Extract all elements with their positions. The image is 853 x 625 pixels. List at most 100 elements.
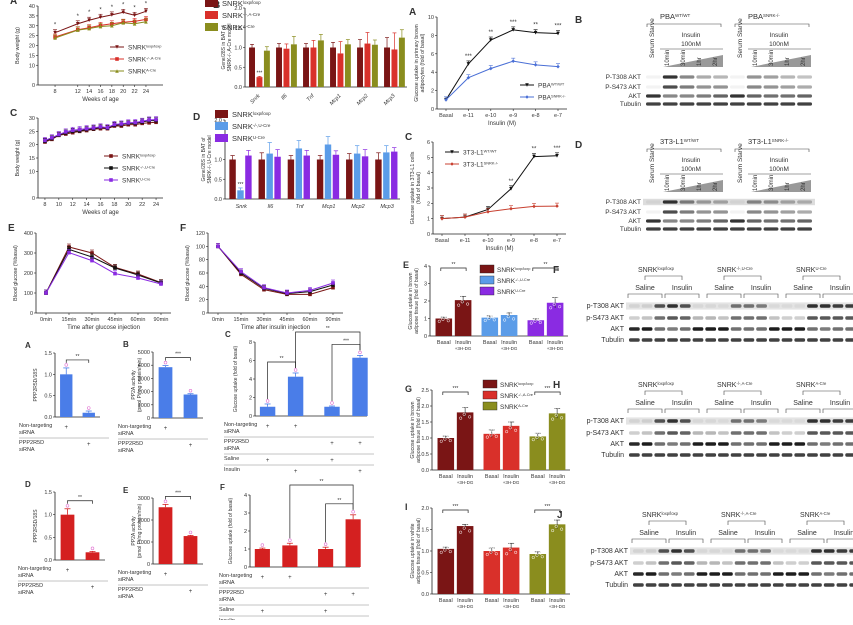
blot-band	[705, 431, 717, 435]
data-point	[558, 305, 562, 309]
legend-swatch	[205, 0, 218, 7]
data-point	[441, 434, 445, 438]
data-point	[466, 302, 470, 306]
blot-band	[734, 583, 746, 587]
y-axis-label: Glucose uptake in white	[410, 523, 416, 578]
blot-row	[646, 75, 812, 79]
y-tick-label: 2000	[138, 518, 150, 524]
x-tick-label: e-7	[553, 238, 561, 244]
data-point	[531, 316, 535, 320]
data-point	[535, 315, 539, 319]
blot-row-label: p-T308 AKT	[587, 303, 625, 310]
blot-band	[730, 419, 742, 423]
significance-mark: ***	[175, 490, 181, 496]
blot-band	[718, 304, 729, 308]
blot-band	[780, 219, 796, 223]
group-label: SNRKloxp/loxp	[638, 266, 675, 275]
blot-band	[667, 338, 678, 342]
blot-row	[633, 572, 853, 576]
data-point	[77, 127, 82, 132]
legend-label: SNRK-/-,U-Cre	[122, 164, 155, 173]
timepoint-label: 30min	[681, 175, 687, 191]
blot-band	[709, 561, 721, 565]
blot-row-label: P-S473 AKT	[605, 209, 641, 216]
blot-band	[718, 442, 729, 446]
data-point	[144, 9, 148, 14]
x-axis-label: Weeks of age	[82, 210, 119, 216]
bar	[287, 159, 295, 199]
y-axis-label: PPP2R5D/18S	[33, 509, 39, 543]
bar	[332, 154, 340, 199]
blot-band	[743, 431, 755, 435]
y-tick-label: 25	[29, 34, 35, 40]
blot-band	[667, 431, 678, 435]
significance-bracket	[440, 267, 467, 271]
legend-label: SNRK-/-,A-Cre	[500, 392, 533, 401]
blot-row	[626, 417, 853, 425]
table-mark: +	[358, 441, 362, 447]
group-label: SNRKloxp/loxp	[638, 381, 675, 390]
data-point	[487, 547, 491, 551]
legend-label: SNRKU-Cre	[232, 134, 265, 143]
x-tick-label: 45min	[108, 317, 123, 323]
blot-row	[646, 94, 812, 98]
blot-band	[845, 316, 853, 320]
significance-bracket	[532, 267, 559, 271]
bar	[324, 144, 332, 199]
blot-band	[763, 200, 779, 204]
blot-band	[832, 338, 844, 342]
series-2	[216, 243, 335, 295]
data-point	[464, 517, 468, 521]
data-point	[323, 542, 328, 546]
blot-band	[705, 316, 717, 320]
blot-band	[662, 210, 678, 214]
data-point	[508, 426, 512, 430]
data-point	[466, 522, 470, 526]
legend-swatch	[479, 275, 495, 285]
table-row-label: PPP2R5D	[118, 587, 143, 593]
blot-band	[734, 549, 746, 553]
table-row-label: siRNA	[18, 573, 34, 579]
data-point	[90, 546, 95, 551]
series-line	[45, 246, 162, 294]
serum-starve-label: Serum Starve	[737, 18, 744, 58]
panel-label: H	[553, 380, 560, 391]
data-point	[485, 435, 489, 439]
bar	[346, 159, 353, 199]
chart-si-A: A0.00.51.01.5 **PPP2R5D/18SNon-targetings…	[19, 341, 109, 453]
data-point	[439, 550, 443, 554]
series-line	[441, 205, 558, 220]
data-point	[538, 551, 543, 555]
blot-row	[629, 327, 853, 331]
timepoint-label: 2hr	[801, 182, 807, 191]
timepoint-label: 30min	[769, 50, 775, 66]
legend-label: 3T3-L1WT/WT	[463, 148, 497, 157]
blot-band	[671, 561, 682, 565]
blot-row	[633, 561, 853, 565]
blot-band	[746, 219, 762, 223]
blot-J: J SNRKloxp/loxp Saline Insulin SNRK-/-,A-Cre…	[557, 510, 853, 589]
condition-label: Saline	[793, 400, 813, 407]
blot-band	[679, 316, 691, 320]
blot-band	[662, 102, 678, 106]
blot-row	[633, 583, 853, 587]
chart-left-D: D0.00.51.01.52.0***SnrkIl6TnfMcp1Mcp2Mcp…	[193, 110, 400, 210]
blot-band	[696, 200, 712, 204]
data-point	[508, 548, 512, 552]
blot-band	[696, 549, 708, 553]
data-point	[486, 209, 490, 214]
x-tick-label: +3H-DG	[501, 346, 518, 351]
y-tick-label: 0.5	[44, 394, 52, 400]
x-tick-label: 16	[97, 202, 103, 208]
x-axis-label: Insulin (M)	[485, 246, 513, 252]
panel-label: A	[409, 7, 416, 18]
blot-band	[662, 219, 678, 223]
x-tick-label: +3H-DG	[547, 346, 564, 351]
blot-band	[679, 219, 695, 223]
y-tick-label: 1	[427, 217, 430, 223]
y-tick-label: 4	[424, 264, 427, 270]
significance-bracket	[67, 500, 93, 504]
table-row-label: PPP2R5D	[18, 583, 43, 589]
bar	[383, 152, 390, 199]
blot-band	[629, 431, 640, 435]
